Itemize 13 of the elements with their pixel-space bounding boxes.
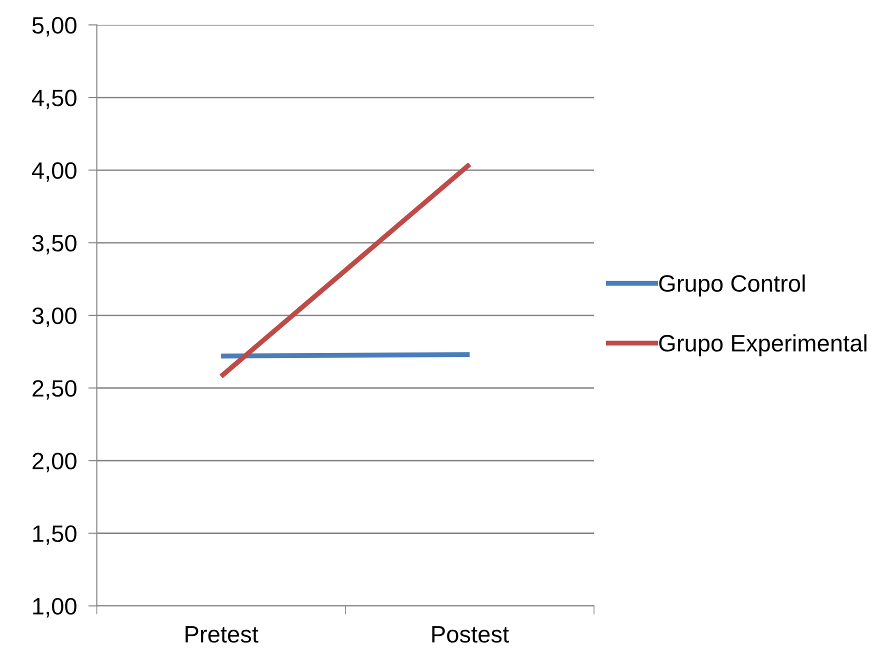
y-tick-label: 5,00 <box>32 16 76 36</box>
x-tick-label: Postest <box>432 626 509 643</box>
y-tick-label: 3,00 <box>32 307 76 327</box>
y-tick-label: 3,50 <box>32 234 76 254</box>
y-tick-label: 1,00 <box>33 598 76 618</box>
x-tick-label: Pretest <box>186 626 258 643</box>
y-tick-label: 4,00 <box>32 162 76 182</box>
y-tick-label: 4,50 <box>32 90 76 110</box>
y-tick-label: 1,50 <box>33 525 76 545</box>
legend-label: Grupo Control <box>659 274 805 296</box>
legend-label: Grupo Experimental <box>659 334 866 356</box>
y-tick-label: 2,00 <box>32 452 76 472</box>
y-tick-label: 2,50 <box>32 380 76 400</box>
